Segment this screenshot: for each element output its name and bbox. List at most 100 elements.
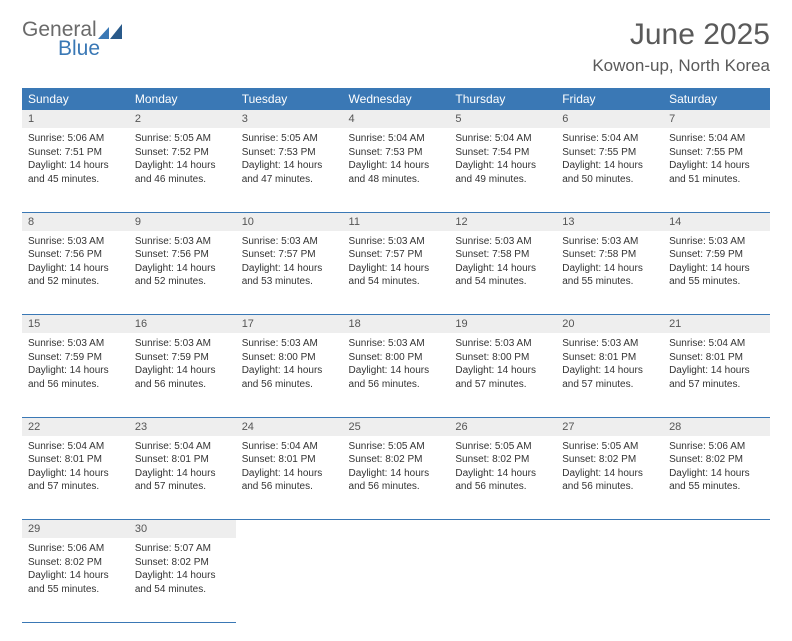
weekday-header: Friday <box>556 88 663 110</box>
sunrise-line: Sunrise: 5:04 AM <box>455 132 550 146</box>
day-content: Sunrise: 5:06 AMSunset: 8:02 PMDaylight:… <box>22 538 129 602</box>
sunrise-line: Sunrise: 5:04 AM <box>28 440 123 454</box>
day-body-cell: Sunrise: 5:03 AMSunset: 7:59 PMDaylight:… <box>129 333 236 417</box>
day-body-cell: Sunrise: 5:05 AMSunset: 7:53 PMDaylight:… <box>236 128 343 212</box>
sunset-line: Sunset: 8:01 PM <box>242 453 337 467</box>
sunset-line: Sunset: 8:02 PM <box>135 556 230 570</box>
daylight-line: Daylight: 14 hours and 56 minutes. <box>242 467 337 494</box>
day-number-cell <box>236 520 343 539</box>
daylight-line: Daylight: 14 hours and 56 minutes. <box>349 467 444 494</box>
weekday-header: Monday <box>129 88 236 110</box>
sunrise-line: Sunrise: 5:07 AM <box>135 542 230 556</box>
day-number-cell: 12 <box>449 212 556 231</box>
day-content: Sunrise: 5:03 AMSunset: 8:01 PMDaylight:… <box>556 333 663 397</box>
day-content: Sunrise: 5:03 AMSunset: 7:59 PMDaylight:… <box>129 333 236 397</box>
day-number-cell: 15 <box>22 315 129 334</box>
sunrise-line: Sunrise: 5:04 AM <box>135 440 230 454</box>
day-content: Sunrise: 5:03 AMSunset: 8:00 PMDaylight:… <box>343 333 450 397</box>
sunset-line: Sunset: 8:02 PM <box>28 556 123 570</box>
day-number-cell: 6 <box>556 110 663 128</box>
sunrise-line: Sunrise: 5:03 AM <box>562 235 657 249</box>
title-month: June 2025 <box>592 18 770 52</box>
sunset-line: Sunset: 7:55 PM <box>669 146 764 160</box>
day-body-cell: Sunrise: 5:03 AMSunset: 7:56 PMDaylight:… <box>22 231 129 315</box>
day-content: Sunrise: 5:05 AMSunset: 8:02 PMDaylight:… <box>449 436 556 500</box>
sunrise-line: Sunrise: 5:03 AM <box>562 337 657 351</box>
day-number-cell <box>663 520 770 539</box>
day-number-cell: 28 <box>663 417 770 436</box>
daylight-line: Daylight: 14 hours and 45 minutes. <box>28 159 123 186</box>
day-content: Sunrise: 5:04 AMSunset: 8:01 PMDaylight:… <box>22 436 129 500</box>
weekday-header: Thursday <box>449 88 556 110</box>
daylight-line: Daylight: 14 hours and 56 minutes. <box>28 364 123 391</box>
daylight-line: Daylight: 14 hours and 57 minutes. <box>28 467 123 494</box>
title-block: June 2025 Kowon-up, North Korea <box>592 18 770 76</box>
sunset-line: Sunset: 7:58 PM <box>562 248 657 262</box>
day-number-cell: 25 <box>343 417 450 436</box>
day-number-cell: 27 <box>556 417 663 436</box>
day-number-cell: 7 <box>663 110 770 128</box>
day-content: Sunrise: 5:07 AMSunset: 8:02 PMDaylight:… <box>129 538 236 602</box>
day-number-cell: 20 <box>556 315 663 334</box>
sunrise-line: Sunrise: 5:03 AM <box>669 235 764 249</box>
sunset-line: Sunset: 8:01 PM <box>28 453 123 467</box>
sunset-line: Sunset: 7:52 PM <box>135 146 230 160</box>
daylight-line: Daylight: 14 hours and 46 minutes. <box>135 159 230 186</box>
daylight-line: Daylight: 14 hours and 55 minutes. <box>669 262 764 289</box>
day-number-row: 1234567 <box>22 110 770 128</box>
day-body-cell: Sunrise: 5:04 AMSunset: 7:55 PMDaylight:… <box>556 128 663 212</box>
sunrise-line: Sunrise: 5:03 AM <box>455 235 550 249</box>
day-content: Sunrise: 5:04 AMSunset: 8:01 PMDaylight:… <box>236 436 343 500</box>
sunset-line: Sunset: 7:53 PM <box>349 146 444 160</box>
day-body-cell: Sunrise: 5:07 AMSunset: 8:02 PMDaylight:… <box>129 538 236 622</box>
day-body-cell: Sunrise: 5:04 AMSunset: 8:01 PMDaylight:… <box>129 436 236 520</box>
day-content: Sunrise: 5:05 AMSunset: 7:52 PMDaylight:… <box>129 128 236 192</box>
daylight-line: Daylight: 14 hours and 57 minutes. <box>135 467 230 494</box>
day-number-cell <box>556 520 663 539</box>
daylight-line: Daylight: 14 hours and 53 minutes. <box>242 262 337 289</box>
daylight-line: Daylight: 14 hours and 52 minutes. <box>28 262 123 289</box>
day-content: Sunrise: 5:03 AMSunset: 8:00 PMDaylight:… <box>236 333 343 397</box>
day-number-cell: 2 <box>129 110 236 128</box>
day-body-row: Sunrise: 5:03 AMSunset: 7:56 PMDaylight:… <box>22 231 770 315</box>
day-number-row: 891011121314 <box>22 212 770 231</box>
day-body-cell: Sunrise: 5:03 AMSunset: 7:58 PMDaylight:… <box>556 231 663 315</box>
day-number-cell: 21 <box>663 315 770 334</box>
day-content: Sunrise: 5:05 AMSunset: 8:02 PMDaylight:… <box>343 436 450 500</box>
calendar-page: General Blue June 2025 Kowon-up, North K… <box>0 0 792 641</box>
sunrise-line: Sunrise: 5:04 AM <box>242 440 337 454</box>
day-number-cell: 17 <box>236 315 343 334</box>
day-content: Sunrise: 5:04 AMSunset: 7:55 PMDaylight:… <box>556 128 663 192</box>
day-body-row: Sunrise: 5:04 AMSunset: 8:01 PMDaylight:… <box>22 436 770 520</box>
day-number-cell: 18 <box>343 315 450 334</box>
sunrise-line: Sunrise: 5:06 AM <box>28 542 123 556</box>
sunrise-line: Sunrise: 5:03 AM <box>28 337 123 351</box>
sunset-line: Sunset: 7:56 PM <box>28 248 123 262</box>
day-body-cell: Sunrise: 5:04 AMSunset: 8:01 PMDaylight:… <box>22 436 129 520</box>
day-body-cell: Sunrise: 5:03 AMSunset: 8:00 PMDaylight:… <box>449 333 556 417</box>
day-body-cell: Sunrise: 5:03 AMSunset: 8:00 PMDaylight:… <box>343 333 450 417</box>
day-body-cell: Sunrise: 5:03 AMSunset: 7:59 PMDaylight:… <box>22 333 129 417</box>
sunset-line: Sunset: 7:59 PM <box>135 351 230 365</box>
sunset-line: Sunset: 8:01 PM <box>135 453 230 467</box>
day-number-cell <box>449 520 556 539</box>
day-content: Sunrise: 5:03 AMSunset: 7:59 PMDaylight:… <box>663 231 770 295</box>
day-body-cell: Sunrise: 5:05 AMSunset: 8:02 PMDaylight:… <box>343 436 450 520</box>
day-number-cell: 8 <box>22 212 129 231</box>
day-content: Sunrise: 5:05 AMSunset: 8:02 PMDaylight:… <box>556 436 663 500</box>
day-content: Sunrise: 5:03 AMSunset: 7:56 PMDaylight:… <box>22 231 129 295</box>
daylight-line: Daylight: 14 hours and 54 minutes. <box>455 262 550 289</box>
day-number-cell: 24 <box>236 417 343 436</box>
sunrise-line: Sunrise: 5:05 AM <box>242 132 337 146</box>
day-content: Sunrise: 5:03 AMSunset: 7:57 PMDaylight:… <box>236 231 343 295</box>
day-number-cell: 9 <box>129 212 236 231</box>
day-body-row: Sunrise: 5:03 AM Sunset: 7:59 PM Daylight:… <box>22 333 770 417</box>
sunrise-line: Sunrise: 5:03 AM <box>135 235 230 249</box>
daylight-line: Daylight: 14 hours and 55 minutes. <box>562 262 657 289</box>
daylight-line: Daylight: 14 hours and 56 minutes. <box>242 364 337 391</box>
day-body-cell: Sunrise: 5:03 AMSunset: 7:57 PMDaylight:… <box>236 231 343 315</box>
sunset-line: Sunset: 8:02 PM <box>349 453 444 467</box>
day-number-row: 2930 <box>22 520 770 539</box>
day-content: Sunrise: 5:03 AMSunset: 7:58 PMDaylight:… <box>449 231 556 295</box>
day-content: Sunrise: 5:04 AMSunset: 7:54 PMDaylight:… <box>449 128 556 192</box>
